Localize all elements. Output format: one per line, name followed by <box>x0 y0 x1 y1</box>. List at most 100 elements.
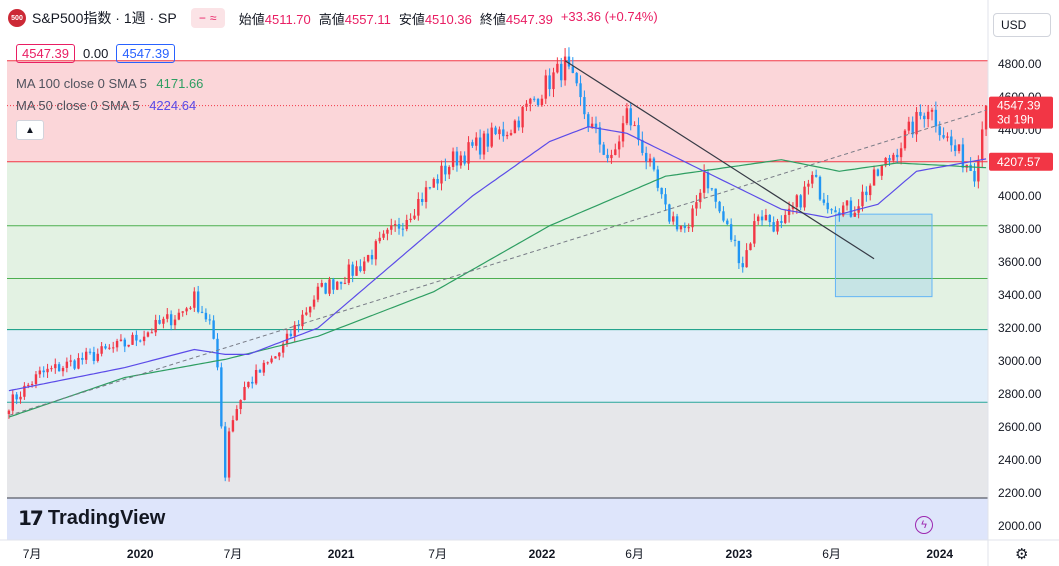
candle-body <box>135 334 138 341</box>
candle-body <box>610 154 613 159</box>
zone-band <box>7 161 988 330</box>
candle-body <box>556 63 559 73</box>
candle <box>65 357 69 373</box>
candle <box>393 220 397 232</box>
candle-body <box>154 319 157 333</box>
candle-body <box>691 208 694 228</box>
candle-body <box>579 83 582 98</box>
candle-body <box>88 351 92 353</box>
candle <box>154 314 157 337</box>
candle <box>660 187 663 199</box>
candle-body <box>324 282 327 294</box>
candle-body <box>641 139 644 153</box>
candle <box>54 358 57 374</box>
candle <box>679 225 683 233</box>
candle-body <box>529 98 532 104</box>
x-tick-label: 2021 <box>328 547 355 561</box>
candle-body <box>915 111 918 135</box>
candle-body <box>865 191 868 196</box>
candle <box>915 107 918 142</box>
candle <box>583 90 586 120</box>
candle <box>451 147 455 171</box>
candle <box>413 208 416 220</box>
settings-gear-icon[interactable]: ⚙ <box>1015 546 1029 563</box>
minus-icon: − <box>198 11 206 25</box>
ma50-label: MA 50 close 0 SMA 5 <box>16 98 140 113</box>
candle-body <box>181 311 184 313</box>
high-value: 4557.11 <box>344 11 391 27</box>
candle <box>123 337 126 353</box>
candle <box>239 399 242 415</box>
candle-body <box>77 357 80 369</box>
collapse-legend-button[interactable]: ▲ <box>16 120 44 140</box>
candle-body <box>65 361 69 368</box>
candle-body <box>490 127 493 147</box>
zone-band <box>7 497 988 540</box>
candle-body <box>251 381 254 384</box>
candle-body <box>81 357 84 360</box>
candle-body <box>644 152 648 162</box>
candle <box>386 227 389 241</box>
candle <box>811 171 814 189</box>
candle-body <box>629 108 632 126</box>
candle-body <box>907 121 911 131</box>
flash-icon[interactable]: ϟ <box>915 516 933 534</box>
candle-body <box>227 431 231 478</box>
candle-body <box>69 360 72 362</box>
candle-body <box>108 347 111 349</box>
candle-body <box>726 220 729 225</box>
candle <box>227 427 231 482</box>
candle-body <box>258 369 262 373</box>
candle-body <box>150 332 154 334</box>
candle-body <box>112 347 115 349</box>
candle-body <box>320 282 323 287</box>
candle <box>656 165 659 192</box>
y-tick-label: 2200.00 <box>998 486 1042 500</box>
candle <box>397 217 401 235</box>
candle-body <box>19 396 22 400</box>
candle-body <box>498 129 501 135</box>
x-tick-label: 2023 <box>726 547 753 561</box>
candle <box>127 344 130 348</box>
candle <box>11 390 14 415</box>
candle-body <box>428 187 432 189</box>
candle <box>934 101 938 133</box>
buy-price-button[interactable]: 4547.39 <box>116 44 176 63</box>
candle-body <box>899 148 903 158</box>
ma100-legend[interactable]: MA 100 close 0 SMA 5 4171.66 <box>16 76 203 91</box>
chart-header: 500 S&P500指数 · 1週 · SP − ≈ 始値4511.70 高値4… <box>8 8 658 28</box>
low-value: 4510.36 <box>424 11 472 27</box>
candle <box>162 316 165 329</box>
candle-body <box>61 367 65 372</box>
candle-body <box>718 201 721 212</box>
candle <box>23 382 26 400</box>
candle <box>807 179 810 195</box>
candle <box>610 149 613 164</box>
zone-band <box>7 60 988 162</box>
candle-body <box>571 66 575 73</box>
candle <box>486 128 490 153</box>
candle-body <box>934 109 938 127</box>
candle-body <box>123 339 126 347</box>
candle-body <box>185 308 188 312</box>
currency-select[interactable]: USD <box>993 13 1051 37</box>
candle <box>923 112 926 128</box>
candle <box>714 188 717 209</box>
candle-body <box>811 174 814 184</box>
candle <box>73 359 76 371</box>
candle-body <box>142 336 146 342</box>
candle-body <box>845 200 849 206</box>
candle-body <box>27 384 30 386</box>
candle <box>641 131 644 156</box>
sell-price-button[interactable]: 4547.39 <box>16 44 75 63</box>
candle <box>795 194 799 214</box>
candle-body <box>84 351 88 360</box>
candle <box>38 366 42 378</box>
ma50-legend[interactable]: MA 50 close 0 SMA 5 4224.64 <box>16 98 196 113</box>
symbol-title[interactable]: S&P500指数 · 1週 · SP <box>32 10 177 26</box>
chart-style-toggle[interactable]: − ≈ <box>190 8 225 28</box>
candle-body <box>903 130 907 149</box>
candle <box>328 276 331 297</box>
candle <box>84 347 88 365</box>
